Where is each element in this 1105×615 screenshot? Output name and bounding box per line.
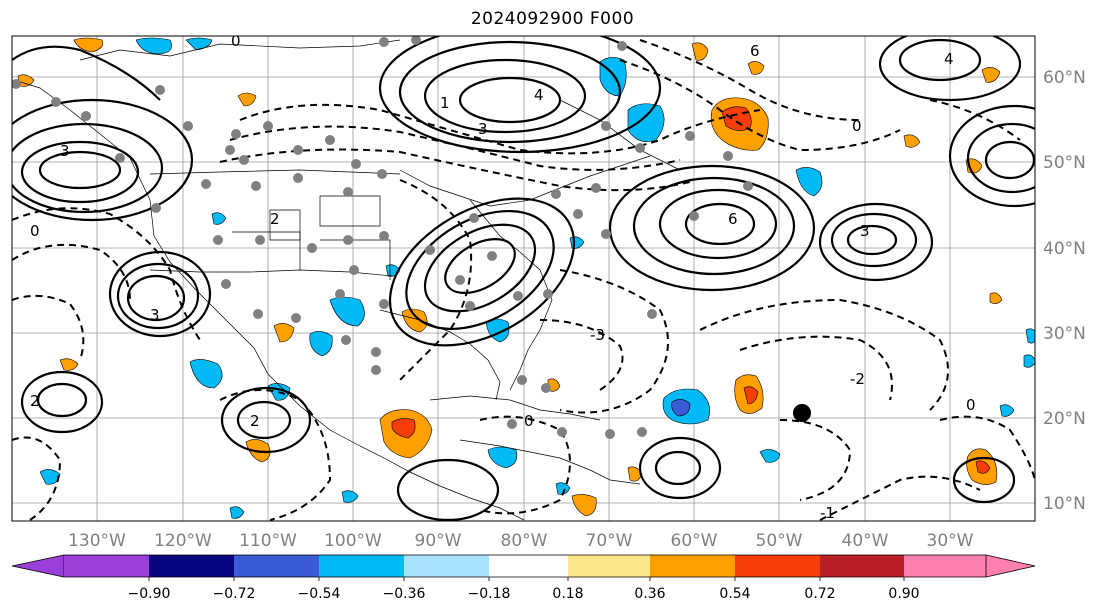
lat-label: 10°N: [1043, 494, 1086, 514]
contour-label: 2: [30, 392, 40, 410]
lat-label: 30°N: [1043, 324, 1086, 344]
positive-contours: [12, 36, 1035, 521]
latitude-labels: 60°N 50°N 40°N 30°N 20°N 10°N: [1043, 68, 1086, 514]
colorbar-segment: [149, 555, 234, 577]
colorbar-segment: [904, 555, 986, 577]
contour-label: -3: [590, 326, 605, 344]
colorbar-segment: [820, 555, 904, 577]
station-markers: [12, 36, 753, 439]
lat-label: 60°N: [1043, 68, 1086, 88]
lon-label: 120°W: [154, 531, 212, 551]
lon-label: 110°W: [239, 531, 297, 551]
lat-label: 20°N: [1043, 409, 1086, 429]
lon-label: 30°W: [927, 531, 974, 551]
storm-center-marker: [793, 404, 811, 422]
lat-label: 50°N: [1043, 153, 1086, 173]
colorbar-segment: [985, 554, 1036, 578]
contour-label: 0: [852, 117, 862, 135]
contour-label: 6: [750, 42, 760, 60]
lon-label: 90°W: [415, 531, 462, 551]
lon-label: 130°W: [68, 531, 126, 551]
contour-label: 4: [944, 50, 954, 68]
colorbar-tick-label: −0.90: [128, 586, 171, 602]
contour-label: 0: [524, 412, 534, 430]
colorbar-tick-label: 0.72: [804, 586, 835, 602]
colorbar-tick-label: 0.18: [552, 586, 583, 602]
colorbar-tick-label: −0.36: [383, 586, 426, 602]
contour-label: 0: [966, 396, 976, 414]
colorbar-tick-label: −0.54: [298, 586, 341, 602]
longitude-labels: 130°W 120°W 110°W 100°W 90°W 80°W 70°W 6…: [68, 531, 974, 551]
colorbar-tick-label: 0.54: [719, 586, 750, 602]
colorbar: −0.90 −0.72 −0.54 −0.36 −0.18 0.18 0.36 …: [11, 554, 1036, 602]
colorbar-segment: [11, 554, 65, 578]
colorbar-segment: [234, 555, 319, 577]
contour-label: 4: [534, 86, 544, 104]
contour-label: 3: [150, 306, 160, 324]
lon-label: 70°W: [586, 531, 633, 551]
contour-label: 0: [231, 32, 241, 50]
colorbar-segment: [64, 555, 149, 577]
colorbar-segment: [404, 555, 489, 577]
contour-label: 3: [860, 222, 870, 240]
contour-label: 2: [250, 412, 260, 430]
colorbar-segment: [489, 555, 568, 577]
colorbar-segment: [735, 555, 820, 577]
colorbar-tick-label: −0.72: [213, 586, 256, 602]
contour-label: 3: [60, 142, 70, 160]
plot-title: 2024092900 F000: [470, 9, 635, 29]
colorbar-tick-label: −0.18: [468, 586, 511, 602]
colorbar-segment: [568, 555, 650, 577]
lon-label: 40°W: [842, 531, 889, 551]
colorbar-segment: [650, 555, 735, 577]
lon-label: 60°W: [671, 531, 718, 551]
contour-label: 6: [728, 210, 738, 228]
map-panel: 0 3 4 1 2 3 6 3 4 0 3 0 -3 -2 0 2 2 0 -1…: [12, 32, 1035, 522]
contour-label: 3: [478, 120, 488, 138]
map-frame: [11, 35, 1036, 522]
colorbar-segment: [319, 555, 404, 577]
colorbar-tick-label: 0.36: [634, 586, 665, 602]
contour-label: -2: [850, 370, 865, 388]
contour-value-labels: 0 3 4 1 2 3 6 3 4 0 3 0 -3 -2 0 2 2 0 -1…: [30, 32, 976, 522]
lon-label: 80°W: [501, 531, 548, 551]
contour-label: 1: [440, 94, 450, 112]
contour-label: 2: [270, 210, 280, 228]
gridlines: [12, 36, 1035, 521]
colorbar-tick-label: 0.90: [888, 586, 919, 602]
contour-label: -1: [820, 504, 835, 522]
contour-label: 0: [30, 222, 40, 240]
lat-label: 40°N: [1043, 239, 1086, 259]
lon-label: 50°W: [756, 531, 803, 551]
lon-label: 100°W: [324, 531, 382, 551]
